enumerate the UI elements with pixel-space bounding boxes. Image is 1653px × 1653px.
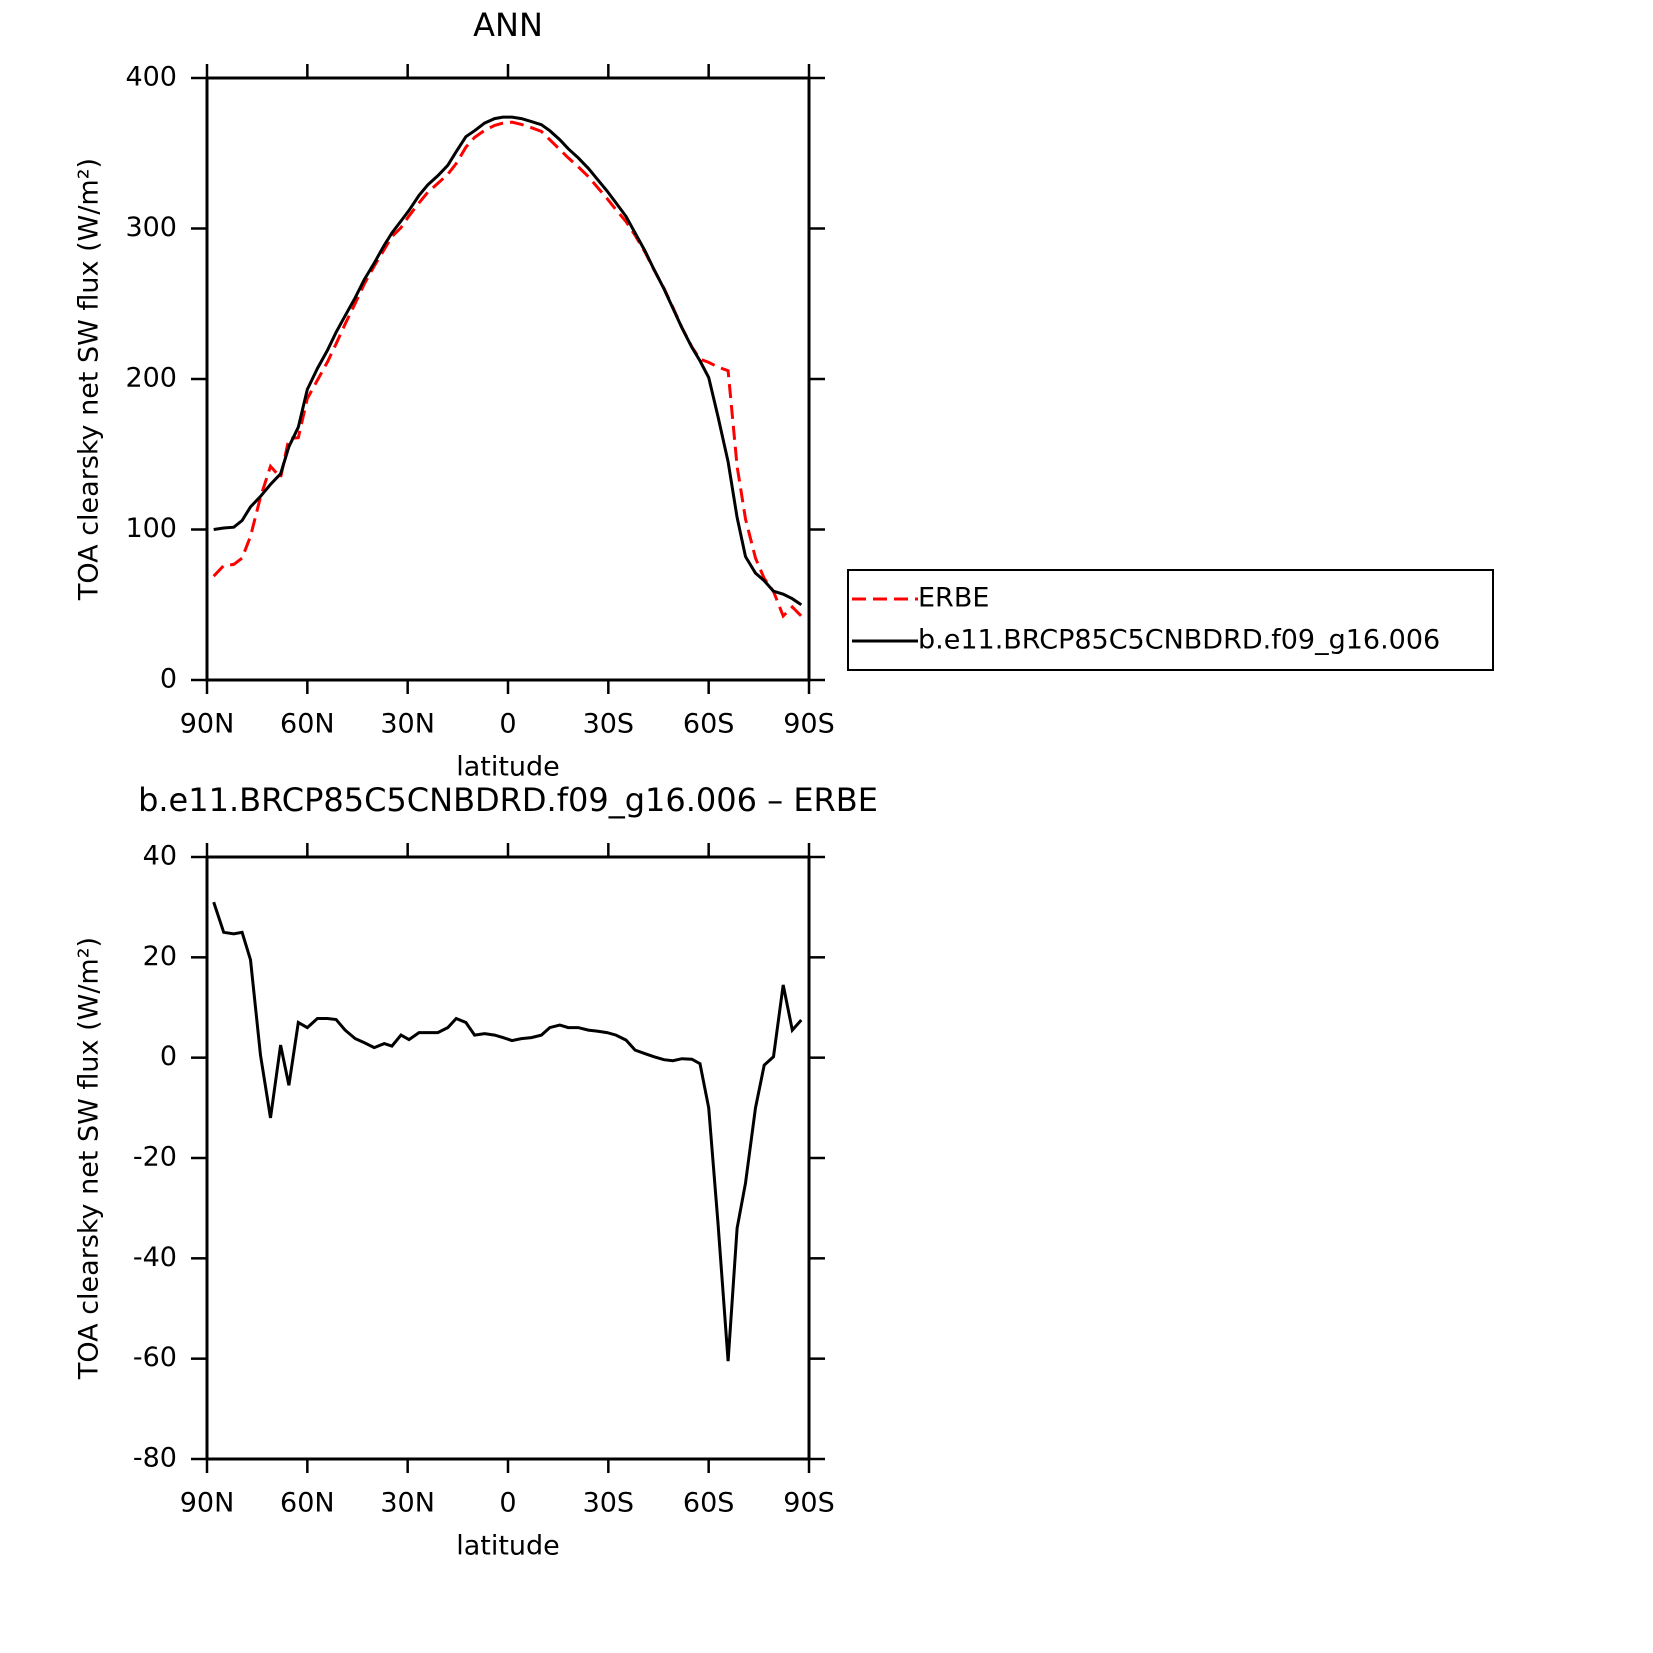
y-tick-label: 400 — [125, 62, 177, 93]
y-tick-label: -40 — [133, 1242, 177, 1273]
x-tick-label: 30N — [380, 1488, 435, 1519]
chart-title: b.e11.BRCP85C5CNBDRD.f09_g16.006 – ERBE — [138, 781, 878, 819]
legend-label: ERBE — [918, 583, 989, 614]
y-tick-label: 100 — [125, 513, 177, 544]
chart-title: ANN — [473, 6, 543, 44]
x-tick-label: 60S — [683, 1488, 735, 1519]
x-axis-label: latitude — [456, 1531, 560, 1562]
legend-label: b.e11.BRCP85C5CNBDRD.f09_g16.006 — [918, 625, 1440, 656]
y-tick-label: -20 — [133, 1142, 177, 1173]
y-tick-label: 0 — [160, 1041, 177, 1072]
x-tick-label: 30S — [583, 1488, 635, 1519]
x-tick-label: 60N — [280, 1488, 335, 1519]
x-tick-label: 90S — [783, 1488, 835, 1519]
y-tick-label: 200 — [125, 363, 177, 394]
y-tick-label: -80 — [133, 1443, 177, 1474]
x-tick-label: 60N — [280, 709, 335, 740]
data-line — [212, 901, 803, 1362]
x-tick-label: 90N — [180, 1488, 235, 1519]
y-axis-label: TOA clearsky net SW flux (W/m²) — [74, 158, 105, 601]
data-line — [212, 120, 803, 619]
x-tick-label: 0 — [499, 709, 516, 740]
x-tick-label: 90N — [180, 709, 235, 740]
y-tick-label: 0 — [160, 664, 177, 695]
data-line — [213, 115, 803, 607]
y-tick-label: -60 — [133, 1342, 177, 1373]
x-tick-label: 60S — [683, 709, 735, 740]
y-tick-label: 40 — [143, 841, 177, 872]
y-tick-label: 20 — [143, 941, 177, 972]
y-axis-label: TOA clearsky net SW flux (W/m²) — [74, 937, 105, 1380]
x-axis-label: latitude — [456, 752, 560, 783]
x-tick-label: 30N — [380, 709, 435, 740]
x-tick-label: 90S — [783, 709, 835, 740]
x-tick-label: 30S — [583, 709, 635, 740]
legend-box — [847, 569, 1494, 671]
y-tick-label: 300 — [125, 212, 177, 243]
x-tick-label: 0 — [499, 1488, 516, 1519]
